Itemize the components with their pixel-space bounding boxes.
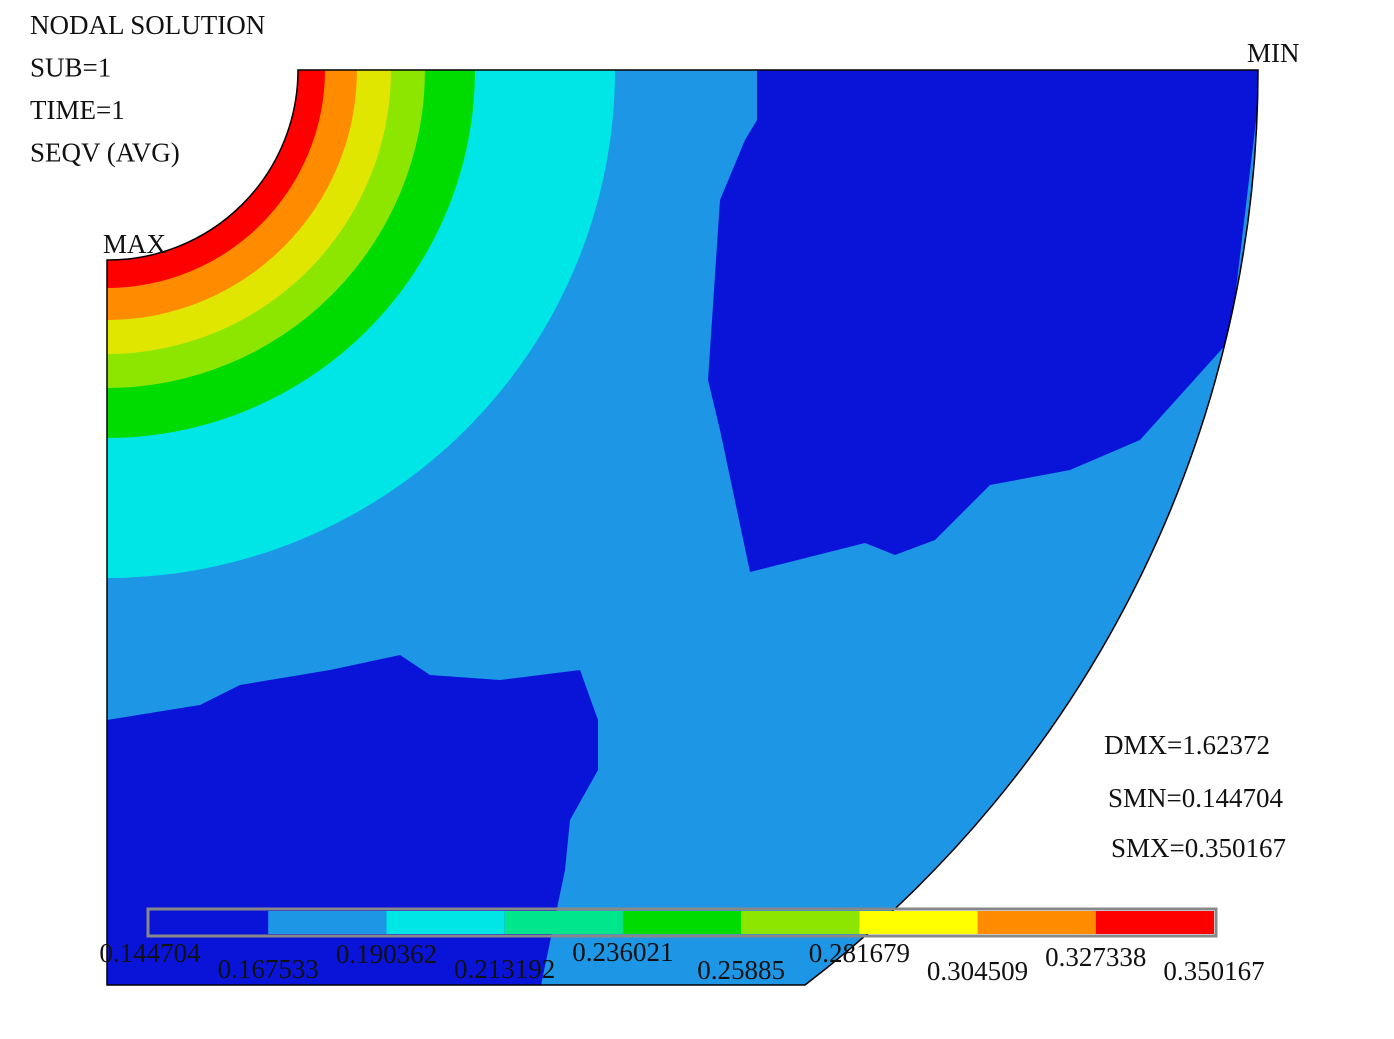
header-line: TIME=1: [30, 95, 125, 125]
legend-swatch: [977, 911, 1096, 934]
legend-swatch: [150, 911, 269, 934]
legend-swatch: [1095, 911, 1214, 934]
legend-label: 0.327338: [1045, 942, 1146, 972]
header-line: SUB=1: [30, 53, 111, 83]
legend-label: 0.190362: [336, 939, 437, 969]
legend-swatch: [859, 911, 978, 934]
stat-line: SMN=0.144704: [1108, 783, 1283, 813]
legend-label: 0.25885: [697, 955, 785, 985]
legend-frame: [146, 907, 1218, 938]
legend-label: 0.167533: [218, 954, 319, 984]
legend-swatch: [504, 911, 623, 934]
header-line: SEQV (AVG): [30, 138, 180, 168]
contour-plot: [107, 70, 1258, 985]
stat-line: DMX=1.62372: [1104, 730, 1270, 760]
stat-line: SMX=0.350167: [1111, 833, 1286, 863]
legend-label: 0.213192: [454, 954, 555, 984]
header-line: NODAL SOLUTION: [30, 10, 265, 40]
legend-swatch: [386, 911, 505, 934]
legend-label: 0.236021: [572, 937, 673, 967]
max-label: MAX: [103, 229, 167, 259]
min-label: MIN: [1247, 38, 1300, 68]
legend-swatch: [622, 911, 742, 934]
legend-swatch: [268, 911, 387, 934]
legend-label: 0.281679: [809, 938, 910, 968]
legend-label: 0.350167: [1163, 956, 1264, 986]
legend-label: 0.304509: [927, 956, 1028, 986]
legend-swatch: [741, 911, 860, 934]
legend-label: 0.144704: [99, 938, 201, 968]
